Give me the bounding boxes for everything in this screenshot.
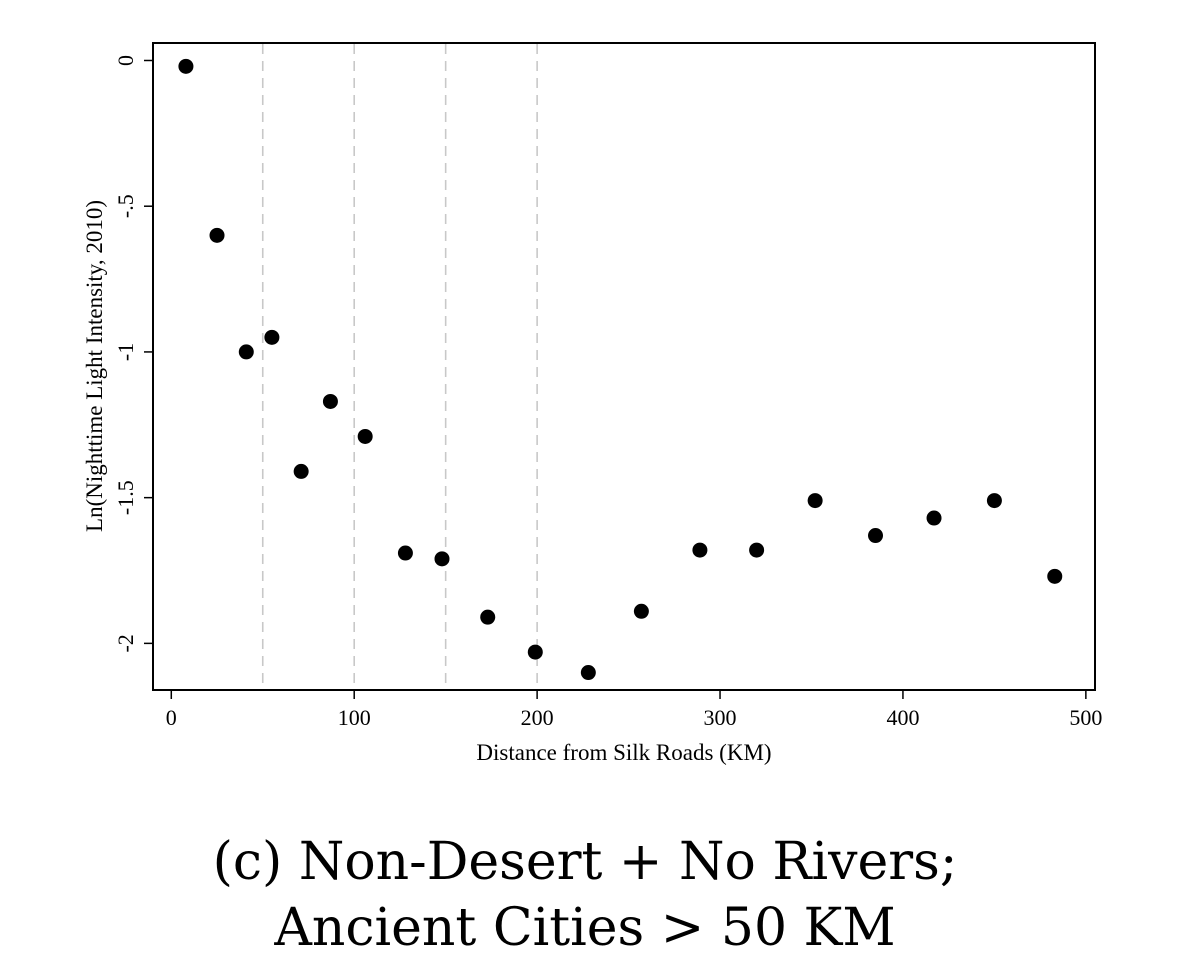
x-tick-label-400: 400	[886, 705, 919, 730]
data-point-18	[986, 493, 1002, 509]
x-tick-label-200: 200	[521, 705, 554, 730]
data-point-15	[807, 493, 823, 509]
x-tick-label-0: 0	[166, 705, 177, 730]
y-tick-label-0: 0	[113, 55, 138, 66]
x-tick-label-300: 300	[704, 705, 737, 730]
data-point-17	[926, 510, 942, 526]
data-point-13	[692, 542, 708, 558]
data-point-3	[264, 329, 280, 345]
scatter-chart: 0 100 200 300 400 500 0 -.5 -1 -1.5 -2 Distance f…	[82, 42, 1102, 765]
reference-lines	[261, 44, 538, 689]
data-point-2	[238, 344, 254, 360]
data-point-9	[480, 609, 496, 625]
data-point-16	[868, 528, 884, 544]
data-point-19	[1047, 568, 1063, 584]
y-axis-title: Ln(Nighttime Light Intensity, 2010)	[82, 200, 107, 532]
data-point-8	[434, 551, 450, 567]
data-point-4	[293, 463, 309, 479]
data-point-0	[178, 58, 194, 74]
y-axis: 0 -.5 -1 -1.5 -2	[113, 55, 153, 653]
data-point-10	[527, 644, 543, 660]
figure-caption-line-1: (c) Non-Desert + No Rivers;	[212, 832, 958, 892]
data-point-5	[322, 393, 338, 409]
x-tick-label-500: 500	[1069, 705, 1102, 730]
data-point-11	[580, 665, 596, 681]
y-tick-label-1: -.5	[113, 194, 138, 218]
data-point-7	[397, 545, 413, 561]
x-axis-title: Distance from Silk Roads (KM)	[476, 740, 771, 765]
data-point-1	[209, 227, 225, 243]
y-tick-label-2: -1	[113, 343, 138, 361]
data-point-12	[633, 603, 649, 619]
y-tick-label-4: -2	[113, 634, 138, 652]
x-axis: 0 100 200 300 400 500	[166, 690, 1102, 730]
figure-caption-line-2: Ancient Cities > 50 KM	[274, 898, 896, 958]
data-point-14	[749, 542, 765, 558]
data-point-6	[357, 428, 373, 444]
data-points	[178, 58, 1063, 681]
x-tick-label-100: 100	[338, 705, 371, 730]
plot-frame	[152, 42, 1096, 691]
y-tick-label-3: -1.5	[113, 480, 138, 515]
